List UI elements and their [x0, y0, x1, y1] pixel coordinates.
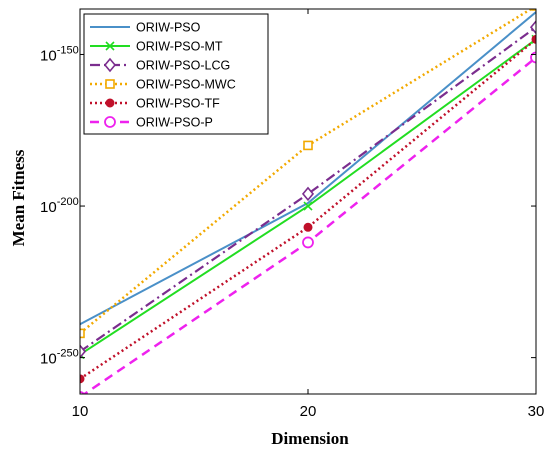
square-marker	[80, 328, 85, 339]
legend-item: ORIW-PSO-TF	[90, 97, 220, 111]
diamond-marker	[529, 19, 536, 35]
series-oriw-pso-tf	[80, 34, 536, 384]
series-oriw-pso-lcg	[80, 19, 536, 359]
circle-marker	[302, 236, 314, 249]
x-tick-label: 10	[72, 403, 89, 420]
legend-item: ORIW-PSO-MWC	[90, 78, 236, 92]
dot-marker	[80, 374, 85, 384]
dot-marker	[531, 34, 536, 44]
axis-layer: 10 20 30 10-150 10-200 10-250	[40, 9, 544, 420]
series-layer	[80, 9, 536, 394]
y-tick-label: 10-200	[40, 196, 79, 216]
legend-label: ORIW-PSO-LCG	[136, 59, 230, 73]
diamond-marker	[301, 186, 315, 202]
legend-item: ORIW-PSO-P	[90, 116, 213, 130]
x-tick-label: 30	[528, 403, 545, 420]
diamond-marker	[80, 344, 87, 359]
dot-marker	[303, 222, 313, 232]
y-tick-label: 10-250	[40, 348, 79, 368]
legend-label: ORIW-PSO-MT	[136, 40, 223, 54]
legend-label: ORIW-PSO-P	[136, 116, 213, 130]
dot-marker	[105, 98, 115, 108]
legend-item: ORIW-PSO	[90, 21, 201, 35]
series-line	[80, 26, 536, 353]
diamond-marker	[103, 57, 117, 73]
x-axis-title: Dimension	[271, 429, 349, 448]
circle-marker	[104, 116, 116, 128]
x-marker	[105, 41, 115, 51]
legend-item: ORIW-PSO-LCG	[90, 57, 230, 73]
legend-label: ORIW-PSO-MWC	[136, 78, 236, 92]
series-oriw-pso	[80, 11, 536, 326]
legend-item: ORIW-PSO-MT	[90, 40, 223, 54]
legend-box	[83, 13, 269, 135]
square-marker	[105, 79, 115, 89]
circle-marker	[530, 51, 536, 64]
series-line	[80, 11, 536, 326]
legend-label: ORIW-PSO-TF	[136, 97, 220, 111]
legend-label: ORIW-PSO	[136, 21, 201, 35]
legend: ORIW-PSO ORIW-PSO-MT ORIW-PSO-LCG ORIW-PSO-…	[83, 13, 269, 135]
x-marker	[303, 201, 313, 211]
square-marker	[303, 140, 313, 151]
y-tick-label: 10-150	[40, 44, 79, 64]
series-line	[80, 38, 536, 380]
x-tick-label: 20	[300, 403, 317, 420]
y-axis-title: Mean Fitness	[9, 149, 28, 246]
